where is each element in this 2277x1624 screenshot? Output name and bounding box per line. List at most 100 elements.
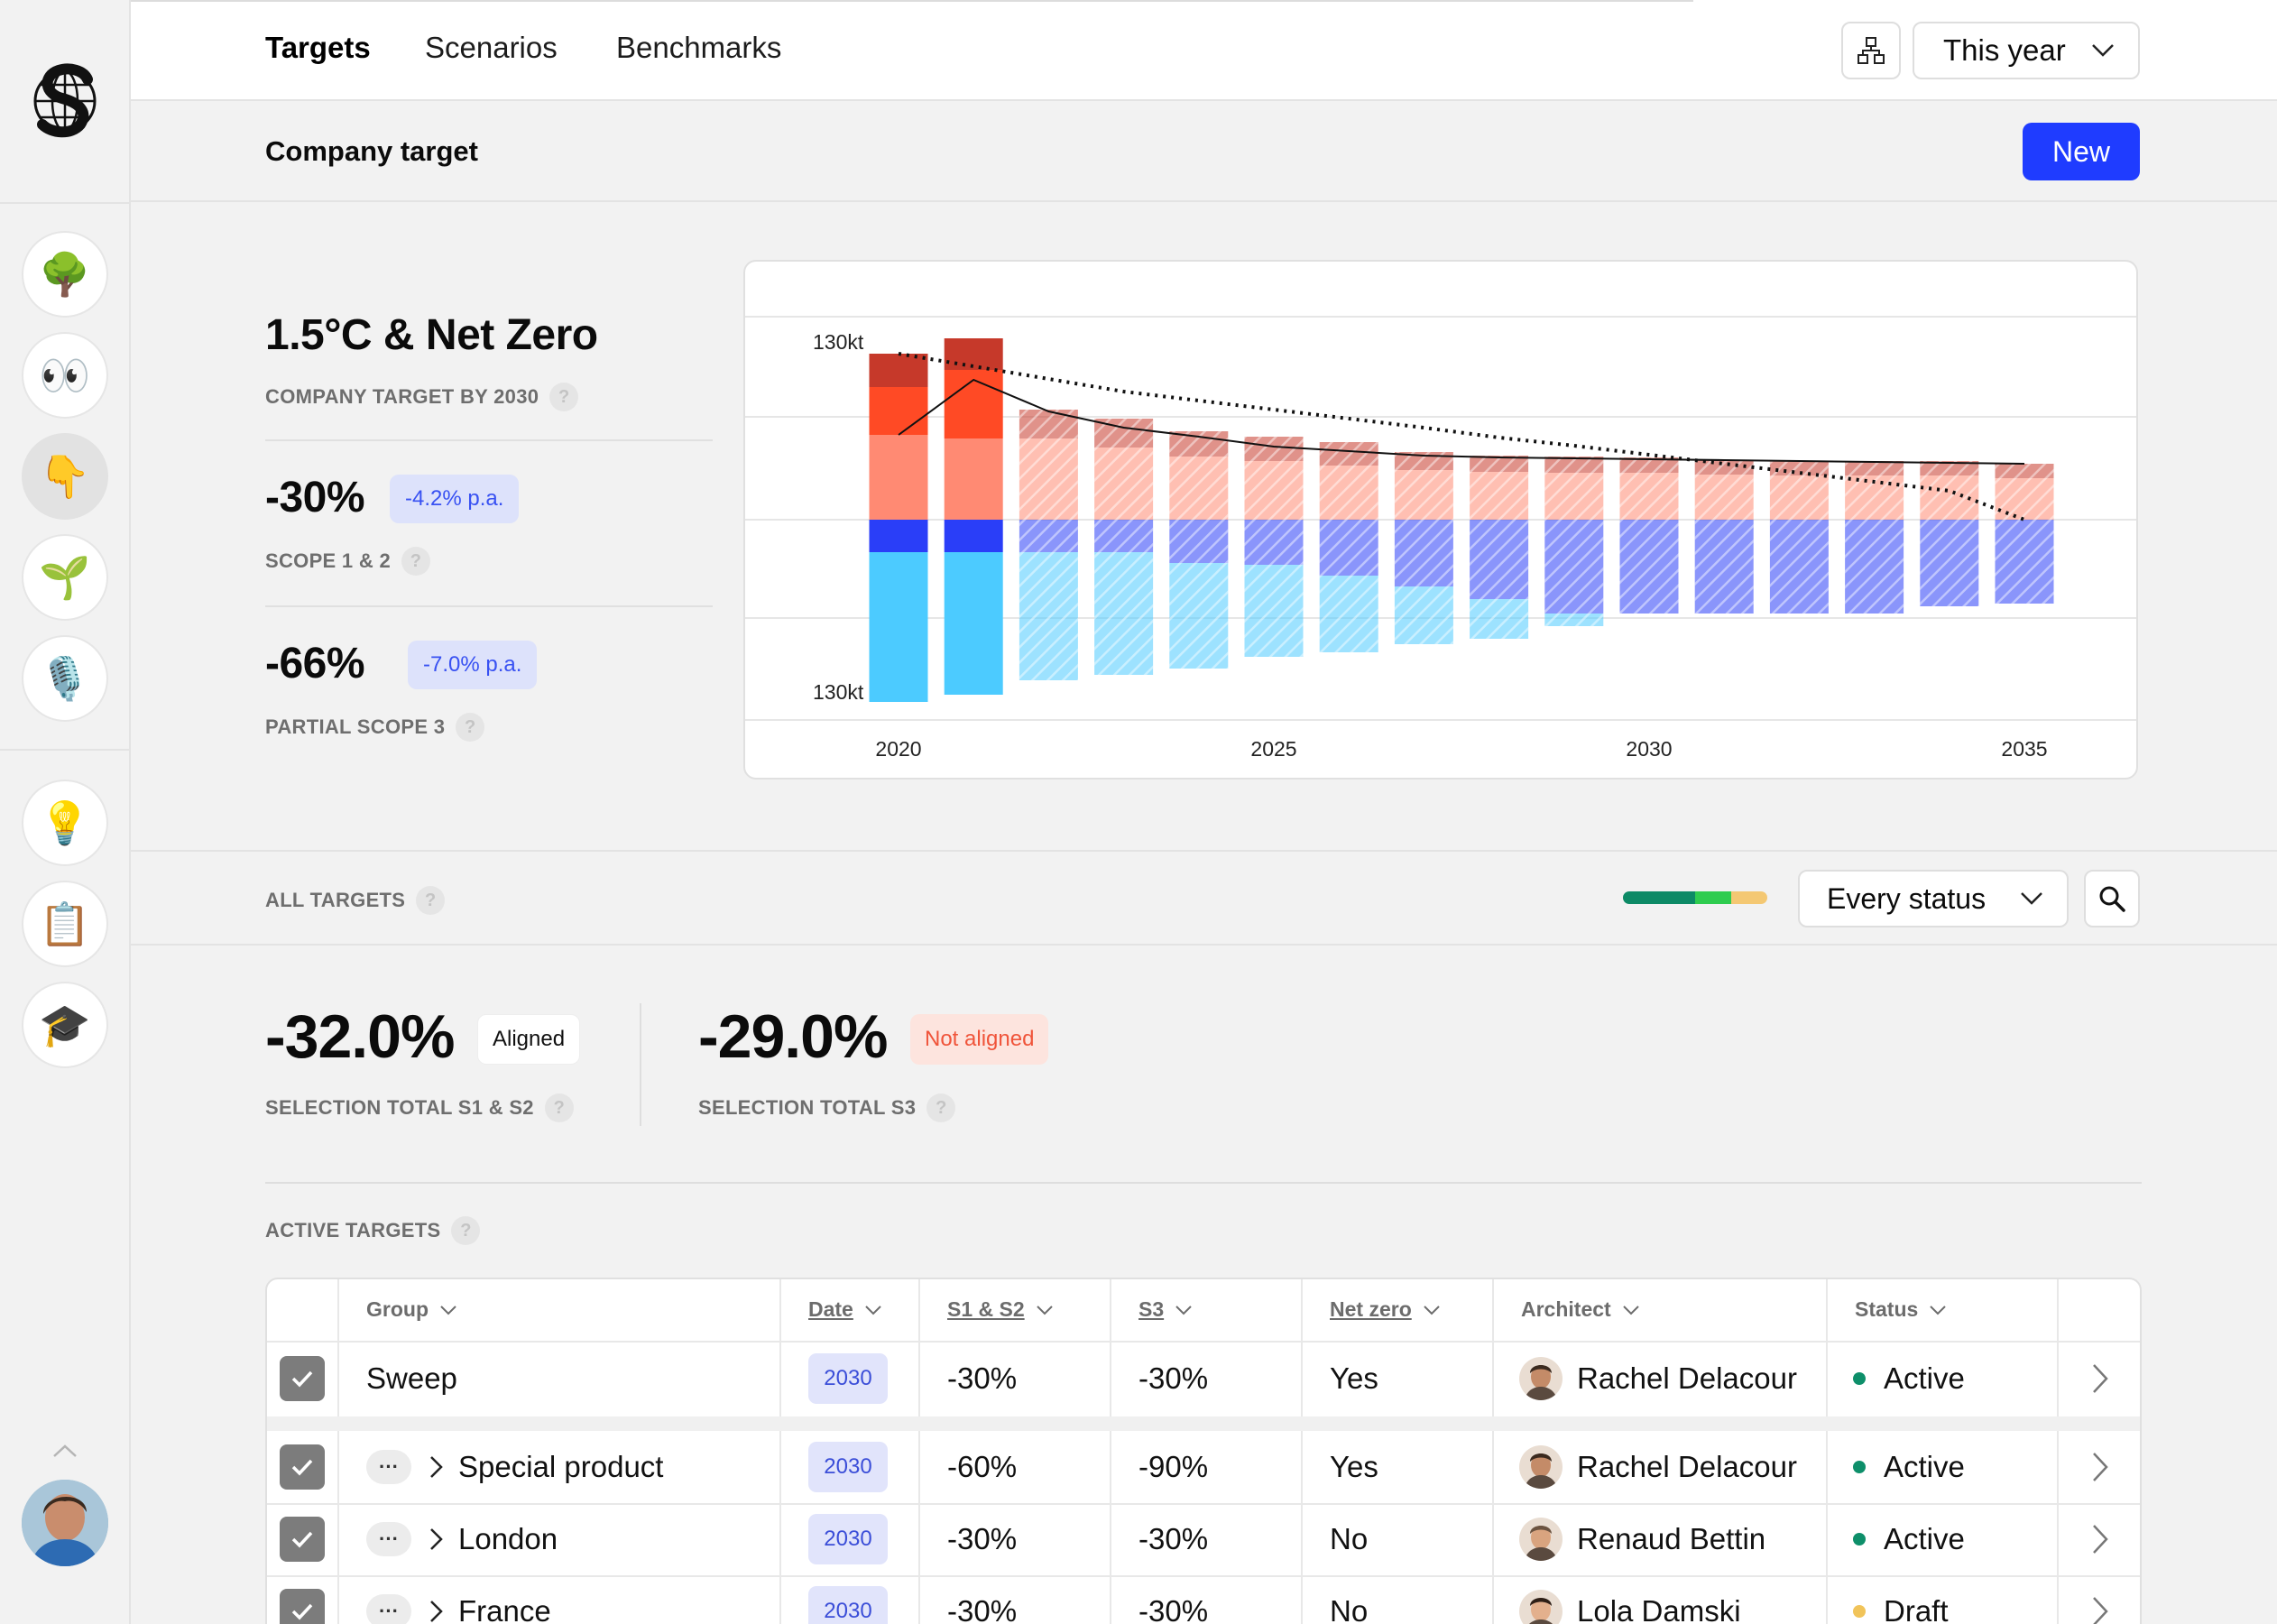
sidebar-item-eyes[interactable]: 👀: [22, 332, 108, 419]
column-header-date[interactable]: Date: [808, 1297, 882, 1322]
chart-bar-hatch: [1169, 457, 1229, 520]
column-header-group[interactable]: Group: [366, 1297, 457, 1322]
period-select[interactable]: This year: [1913, 22, 2140, 79]
s12-cell: -60%: [947, 1450, 1018, 1483]
more-options-button[interactable]: ···: [366, 1450, 411, 1484]
column-header-s1-s2[interactable]: S1 & S2: [947, 1297, 1054, 1322]
tab-targets[interactable]: Targets: [265, 31, 371, 64]
chart-bar-hatch: [1920, 520, 1979, 606]
new-button[interactable]: New: [2023, 123, 2140, 180]
avatar[interactable]: [22, 1480, 108, 1566]
row-checkbox[interactable]: [280, 1444, 325, 1490]
chart-bar: [869, 552, 928, 702]
s12-cell: -30%: [947, 1361, 1018, 1395]
date-badge: 2030: [808, 1353, 888, 1404]
help-icon[interactable]: ?: [401, 547, 431, 576]
all-targets-label: ALL TARGETS?: [265, 886, 446, 915]
chevron-right-icon[interactable]: [2089, 1451, 2111, 1483]
avatar: [1519, 1357, 1563, 1400]
status-cell: Draft: [1884, 1594, 1949, 1624]
sidebar-item-pointing-hand[interactable]: 👇: [22, 433, 108, 520]
chart-bar-hatch: [1470, 599, 1529, 639]
net-zero-cell: Yes: [1330, 1361, 1378, 1395]
row-checkbox[interactable]: [280, 1589, 325, 1624]
s3-cell: -90%: [1138, 1450, 1209, 1483]
status-progress-bar: [1623, 891, 1767, 904]
row-checkbox[interactable]: [280, 1517, 325, 1562]
chart-bar-hatch: [1544, 520, 1604, 614]
help-icon[interactable]: ?: [416, 886, 446, 915]
chart-bar-hatch: [1544, 457, 1604, 473]
seedling-icon: 🌱: [39, 553, 91, 602]
chevron-right-icon[interactable]: [426, 1526, 447, 1553]
status-progress-segment: [1731, 891, 1767, 904]
s3-cell: -30%: [1138, 1361, 1209, 1395]
clipboard-icon: 📋: [39, 900, 91, 948]
status-progress-segment: [1695, 891, 1731, 904]
search-button[interactable]: [2084, 870, 2140, 927]
chart-bar-hatch: [1544, 473, 1604, 520]
column-header-status[interactable]: Status: [1855, 1297, 1947, 1322]
sidebar-item-graduation-cap[interactable]: 🎓: [22, 982, 108, 1068]
eyes-icon: 👀: [39, 351, 91, 400]
sidebar-item-microphone[interactable]: 🎙️: [22, 635, 108, 722]
group-cell: Sweep: [366, 1361, 457, 1395]
help-icon[interactable]: ?: [926, 1093, 956, 1122]
chart-bar-hatch: [1019, 438, 1078, 520]
row-checkbox[interactable]: [280, 1356, 325, 1401]
selection-s3-label: SELECTION TOTAL S3?: [698, 1093, 956, 1122]
sidebar-item-seedling[interactable]: 🌱: [22, 534, 108, 621]
column-header-s3[interactable]: S3: [1138, 1297, 1193, 1322]
sidebar-item-clipboard[interactable]: 📋: [22, 881, 108, 967]
y-tick-label: 130kt: [813, 680, 864, 704]
help-icon[interactable]: ?: [451, 1216, 481, 1245]
status-cell: Active: [1884, 1361, 1965, 1395]
help-icon[interactable]: ?: [544, 1093, 574, 1122]
chart-bar-hatch: [1319, 520, 1378, 576]
status-filter-value: Every status: [1827, 881, 1987, 915]
avatar: [1519, 1590, 1563, 1624]
avatar: [1519, 1445, 1563, 1489]
chart-bar-hatch: [1619, 520, 1679, 614]
chevron-up-icon[interactable]: [51, 1442, 79, 1460]
chart-bar-hatch: [1769, 520, 1829, 614]
chevron-right-icon[interactable]: [2089, 1362, 2111, 1395]
table-row[interactable]: ··· Special product 2030 -60% -90% Yes Rachel …: [267, 1279, 2140, 1624]
chart-bar-hatch: [1619, 473, 1679, 520]
column-header-architect[interactable]: Architect: [1521, 1297, 1640, 1322]
chevron-right-icon[interactable]: [2089, 1595, 2111, 1624]
column-header-net-zero[interactable]: Net zero: [1330, 1297, 1441, 1322]
chevron-right-icon[interactable]: [2089, 1523, 2111, 1555]
sidebar-item-tree[interactable]: 🌳: [22, 231, 108, 318]
all-targets-bar: ALL TARGETS? Every status: [131, 850, 2277, 946]
table-row[interactable]: ··· London 2030 -30% -30% No Renaud Bettin Acti…: [267, 1279, 2140, 1624]
tab-scenarios[interactable]: Scenarios: [425, 31, 558, 64]
scope3-rate-badge: -7.0% p.a.: [408, 641, 538, 689]
more-options-button[interactable]: ···: [366, 1522, 411, 1556]
chart-target-line: [898, 352, 2025, 521]
chart-bar-hatch: [1845, 461, 1904, 475]
selection-s12-value: -32.0%: [265, 1002, 455, 1071]
chart-trajectory-line: [898, 378, 2025, 465]
table-row[interactable]: ··· France 2030 -30% -30% No Lola Damski Draft: [267, 1279, 2140, 1624]
chevron-right-icon[interactable]: [426, 1453, 447, 1481]
chart-bar-hatch: [1319, 466, 1378, 520]
group-cell: London: [458, 1522, 558, 1555]
chevron-right-icon[interactable]: [426, 1598, 447, 1624]
chart-bar-hatch: [1995, 464, 2054, 478]
help-icon[interactable]: ?: [456, 713, 485, 742]
tab-benchmarks[interactable]: Benchmarks: [616, 31, 782, 64]
more-options-button[interactable]: ···: [366, 1594, 411, 1624]
help-icon[interactable]: ?: [549, 383, 579, 411]
status-filter-select[interactable]: Every status: [1798, 870, 2069, 927]
sidebar-item-light-bulb[interactable]: 💡: [22, 780, 108, 866]
org-chart-button[interactable]: [1841, 22, 1901, 79]
chart-bar-hatch: [1169, 563, 1229, 669]
table-row[interactable]: Sweep 2030 -30% -30% Yes Rachel Delacour Activ…: [267, 1279, 2140, 1624]
avatar: [1519, 1518, 1563, 1561]
logo-icon[interactable]: [32, 54, 98, 148]
chart-bar-hatch: [1619, 457, 1679, 473]
status-dot: [1853, 1372, 1866, 1385]
group-cell: Special product: [458, 1450, 664, 1483]
chart-bar-hatch: [1094, 520, 1154, 552]
